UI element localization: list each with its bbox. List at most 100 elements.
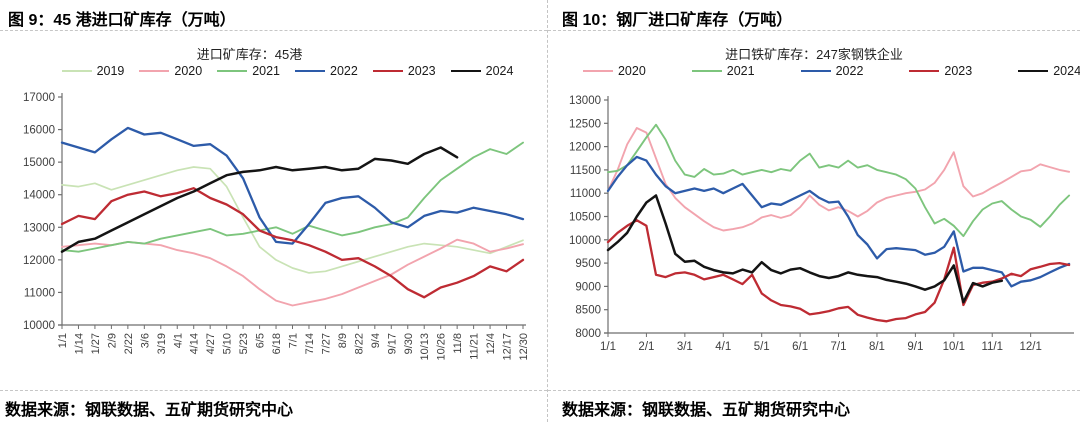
divider-line bbox=[548, 30, 1080, 31]
svg-text:4/1: 4/1 bbox=[715, 341, 731, 353]
svg-text:5/1: 5/1 bbox=[754, 341, 770, 353]
legend-label: 2023 bbox=[944, 64, 973, 78]
svg-text:10000: 10000 bbox=[23, 320, 55, 332]
legend-item-2024: 2024 bbox=[450, 64, 514, 78]
svg-text:12000: 12000 bbox=[569, 142, 601, 154]
svg-text:8/9: 8/9 bbox=[337, 333, 349, 348]
series-line-2021 bbox=[607, 123, 1071, 238]
legend-label: 2024 bbox=[1053, 64, 1080, 78]
svg-text:12000: 12000 bbox=[23, 255, 55, 267]
data-source-right: 数据来源：钢联数据、五矿期货研究中心 bbox=[562, 402, 851, 419]
legend-item-2023: 2023 bbox=[909, 64, 972, 78]
svg-text:13000: 13000 bbox=[569, 95, 601, 107]
svg-text:12/17: 12/17 bbox=[502, 333, 514, 361]
legend-swatch bbox=[450, 69, 481, 73]
svg-text:9/4: 9/4 bbox=[370, 333, 382, 348]
series-line-2023 bbox=[606, 219, 1071, 323]
svg-text:2/1: 2/1 bbox=[638, 341, 654, 353]
svg-text:1/1: 1/1 bbox=[57, 333, 69, 348]
legend-item-2020: 2020 bbox=[139, 64, 202, 78]
legend-item-2019: 2019 bbox=[61, 64, 125, 78]
svg-text:11000: 11000 bbox=[24, 287, 55, 299]
svg-text:11500: 11500 bbox=[570, 165, 601, 177]
chart-title-right: 进口铁矿库存：247家钢铁企业 bbox=[725, 47, 903, 62]
svg-text:3/6: 3/6 bbox=[139, 333, 151, 348]
series-line-2023 bbox=[60, 187, 525, 299]
legend-label: 2021 bbox=[726, 64, 755, 78]
svg-text:2/9: 2/9 bbox=[106, 333, 118, 348]
legend-label: 2022 bbox=[330, 64, 358, 78]
line-chart-mill-inventory: 8000 8500 9000 9500 10000 10500 11000 11500 1200… bbox=[569, 95, 1074, 353]
svg-text:6/18: 6/18 bbox=[271, 333, 283, 354]
svg-text:4/1: 4/1 bbox=[172, 333, 184, 348]
svg-text:4/27: 4/27 bbox=[205, 333, 217, 354]
series-line-2020 bbox=[607, 127, 1071, 232]
chart-title-left: 进口矿库存：45港 bbox=[196, 47, 303, 62]
legend-label: 2020 bbox=[617, 64, 646, 78]
legend-label: 2021 bbox=[252, 64, 280, 78]
legend-item-2021: 2021 bbox=[217, 64, 280, 78]
svg-text:10/13: 10/13 bbox=[419, 333, 431, 361]
legend-item-2022: 2022 bbox=[800, 64, 864, 78]
svg-text:13000: 13000 bbox=[23, 222, 55, 234]
figure-panel-right: 图 10：钢厂进口矿库存（万吨） 进口铁矿库存：247家钢铁企业 2020 202… bbox=[547, 0, 1080, 422]
svg-text:17000: 17000 bbox=[23, 92, 55, 104]
svg-text:9/1: 9/1 bbox=[907, 341, 923, 353]
data-source-left: 数据来源：钢联数据、五矿期货研究中心 bbox=[5, 402, 294, 419]
svg-text:14000: 14000 bbox=[23, 190, 55, 202]
svg-text:7/27: 7/27 bbox=[320, 333, 332, 354]
figure-title-right: 图 10：钢厂进口矿库存（万吨） bbox=[562, 12, 793, 29]
divider-line bbox=[548, 390, 1080, 391]
svg-text:9500: 9500 bbox=[575, 258, 601, 270]
svg-text:1/1: 1/1 bbox=[600, 341, 616, 353]
svg-text:9000: 9000 bbox=[575, 281, 601, 293]
legend-item-2020: 2020 bbox=[582, 64, 646, 78]
legend-label: 2024 bbox=[485, 64, 514, 78]
svg-text:6/5: 6/5 bbox=[255, 333, 267, 348]
legend-swatch bbox=[372, 69, 403, 73]
svg-text:1/14: 1/14 bbox=[73, 333, 85, 354]
legend-swatch bbox=[909, 69, 940, 73]
legend-swatch bbox=[217, 69, 248, 73]
divider-line bbox=[0, 30, 547, 31]
svg-text:10500: 10500 bbox=[569, 212, 601, 224]
svg-text:12500: 12500 bbox=[569, 118, 601, 130]
svg-text:12/1: 12/1 bbox=[1019, 341, 1041, 353]
svg-text:10000: 10000 bbox=[569, 235, 601, 247]
svg-text:9/30: 9/30 bbox=[403, 333, 415, 354]
series-line-2024 bbox=[606, 194, 1004, 304]
legend-swatch bbox=[691, 69, 722, 73]
svg-text:10/1: 10/1 bbox=[943, 341, 965, 353]
svg-text:5/23: 5/23 bbox=[238, 333, 250, 354]
svg-text:8500: 8500 bbox=[575, 305, 601, 317]
svg-text:2/22: 2/22 bbox=[123, 333, 135, 354]
line-chart-port-inventory: 10000 11000 12000 13000 14000 15000 16000 17000… bbox=[23, 92, 530, 361]
svg-text:11/8: 11/8 bbox=[452, 333, 464, 354]
svg-text:7/14: 7/14 bbox=[304, 333, 316, 354]
series-line-2021 bbox=[61, 141, 524, 253]
svg-text:8000: 8000 bbox=[575, 328, 601, 340]
svg-text:1/27: 1/27 bbox=[90, 333, 102, 354]
legend-label: 2023 bbox=[407, 64, 436, 78]
chart-legend-right: 2020 2021 2022 2023 2024 bbox=[566, 64, 1080, 78]
legend-swatch bbox=[295, 69, 325, 73]
legend-swatch bbox=[61, 69, 92, 73]
svg-text:12/30: 12/30 bbox=[518, 333, 530, 361]
legend-item-2021: 2021 bbox=[691, 64, 755, 78]
divider-line bbox=[0, 390, 547, 391]
svg-text:12/4: 12/4 bbox=[485, 333, 497, 354]
figure-title-left: 图 9：45 港进口矿库存（万吨） bbox=[8, 12, 236, 29]
legend-item-2023: 2023 bbox=[372, 64, 436, 78]
legend-label: 2019 bbox=[96, 64, 125, 78]
svg-text:6/1: 6/1 bbox=[792, 341, 808, 353]
legend-label: 2022 bbox=[835, 64, 864, 78]
svg-text:7/1: 7/1 bbox=[288, 333, 300, 348]
svg-text:7/1: 7/1 bbox=[831, 341, 847, 353]
legend-swatch bbox=[139, 69, 170, 73]
svg-text:11/21: 11/21 bbox=[469, 333, 481, 360]
svg-text:11000: 11000 bbox=[570, 188, 601, 200]
figure-panel-left: 图 9：45 港进口矿库存（万吨） 进口矿库存：45港 2019 2020 2021… bbox=[0, 12, 547, 419]
chart-legend-left: 2019 2020 2021 2022 2023 2024 bbox=[14, 64, 561, 78]
legend-item-2022: 2022 bbox=[295, 64, 358, 78]
